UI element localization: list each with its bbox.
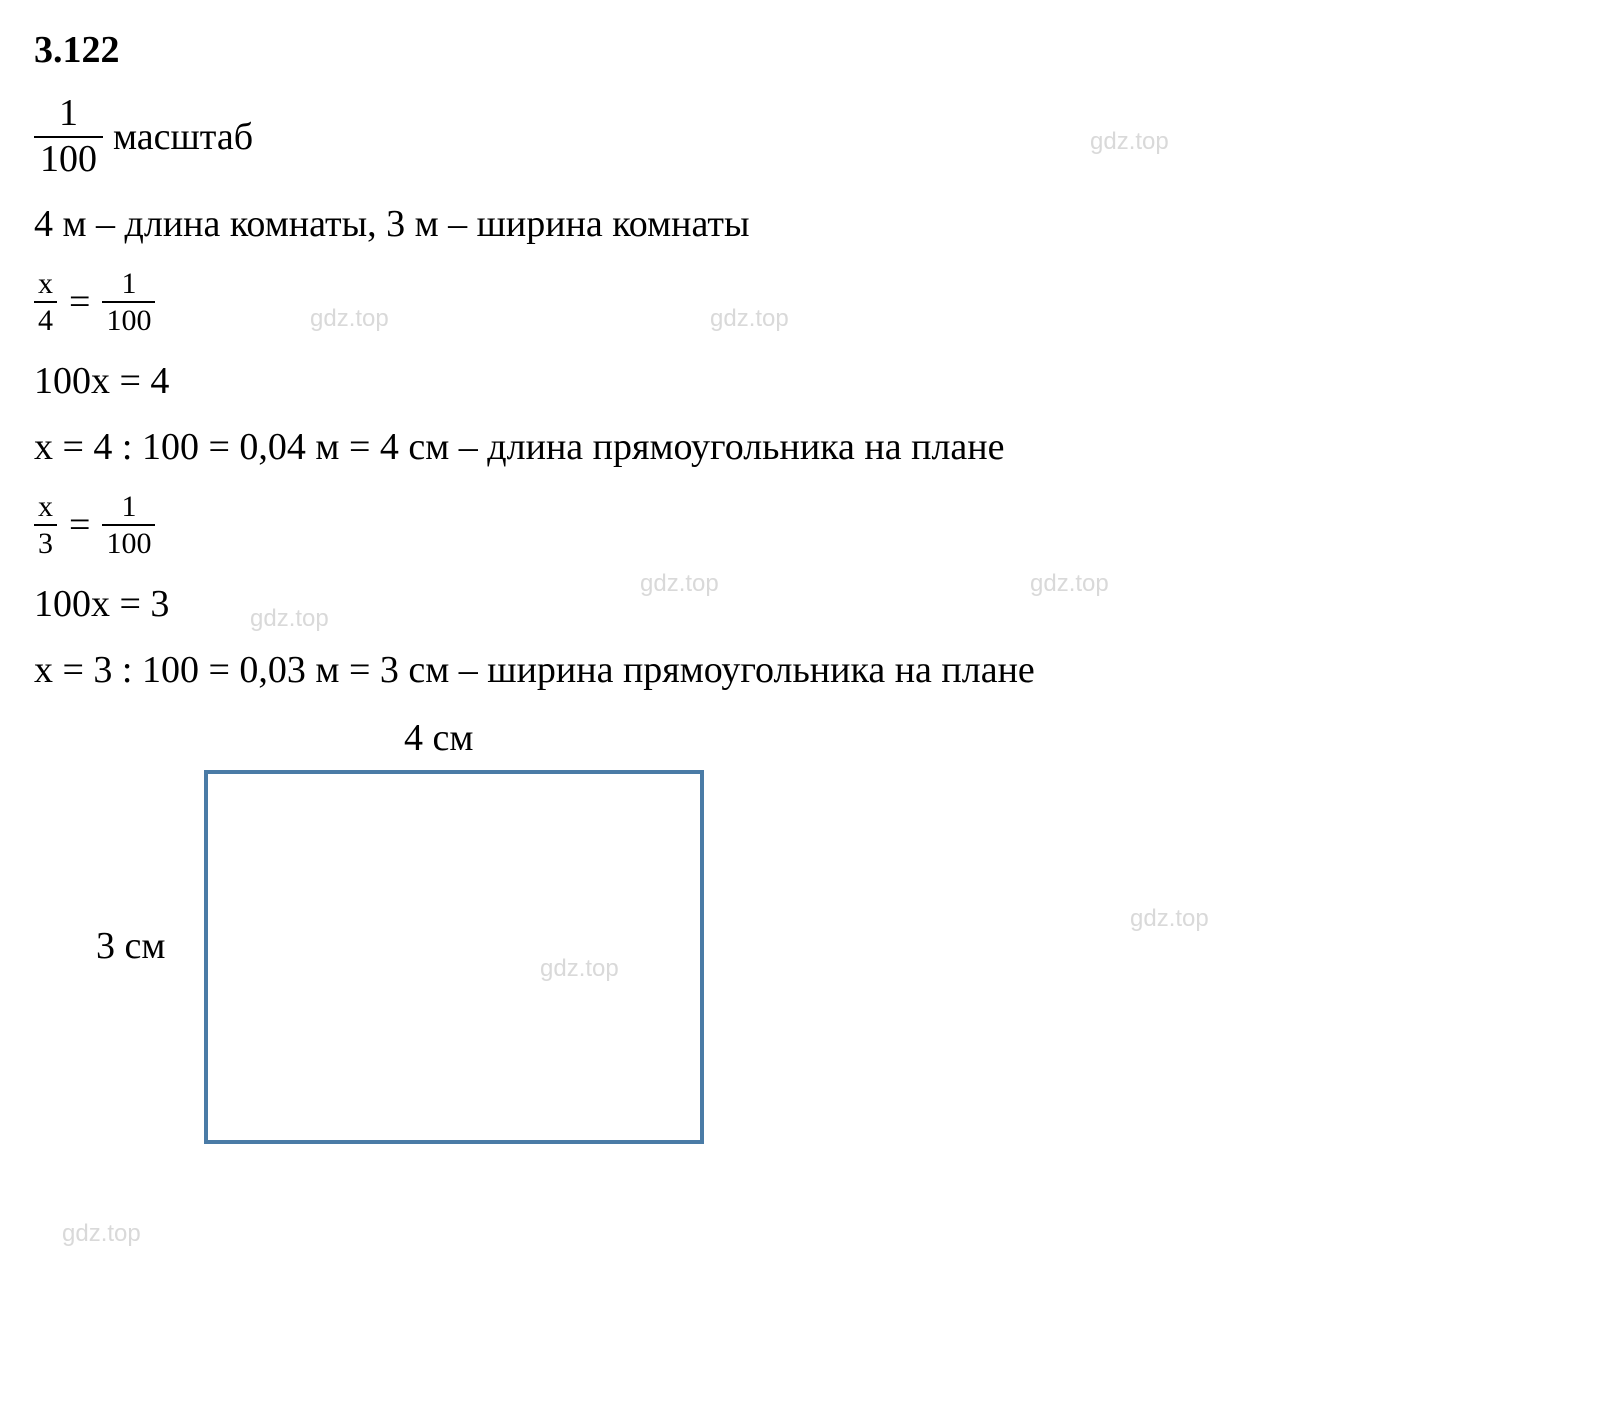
fraction-num: 1 — [117, 268, 140, 302]
fraction-1-100: 1 100 — [102, 268, 155, 337]
line-equation-2: x 3 = 1 100 — [34, 491, 1584, 560]
problem-number: 3.122 — [34, 28, 1584, 72]
result-text: x = 4 : 100 = 0,04 м = 4 см – длина прям… — [34, 425, 1004, 469]
line-100x-3: 100x = 3 — [34, 582, 1584, 626]
equation-text: 100x = 3 — [34, 582, 169, 626]
line-100x-4: 100x = 4 — [34, 359, 1584, 403]
fraction-1-100-b: 1 100 — [102, 491, 155, 560]
watermark: gdz.top — [1130, 905, 1209, 933]
fraction-den: 4 — [34, 301, 57, 337]
fraction-num: x — [34, 491, 57, 525]
rectangle — [204, 770, 704, 1144]
dimensions-text: 4 м – длина комнаты, 3 м – ширина комнат… — [34, 202, 750, 246]
fraction-x3: x 3 — [34, 491, 57, 560]
fraction-num: 1 — [117, 491, 140, 525]
fraction-num: 1 — [53, 94, 84, 136]
equals-sign: = — [69, 280, 90, 324]
fraction-den: 100 — [102, 301, 155, 337]
fraction-den: 100 — [34, 136, 103, 180]
equation-text: 100x = 4 — [34, 359, 169, 403]
fraction-scale: 1 100 — [34, 94, 103, 180]
line-dimensions: 4 м – длина комнаты, 3 м – ширина комнат… — [34, 202, 1584, 246]
top-dimension-label: 4 см — [404, 716, 473, 760]
line-scale: 1 100 масштаб — [34, 94, 1584, 180]
fraction-num: x — [34, 268, 57, 302]
equals-sign: = — [69, 503, 90, 547]
line-equation-1: x 4 = 1 100 — [34, 268, 1584, 337]
watermark: gdz.top — [62, 1220, 141, 1248]
scale-text: масштаб — [113, 115, 253, 159]
left-dimension-label: 3 см — [96, 924, 165, 968]
fraction-x4: x 4 — [34, 268, 57, 337]
line-result-1: x = 4 : 100 = 0,04 м = 4 см – длина прям… — [34, 425, 1584, 469]
result-text: x = 3 : 100 = 0,03 м = 3 см – ширина пря… — [34, 648, 1035, 692]
fraction-den: 3 — [34, 524, 57, 560]
diagram: 4 см 3 см — [34, 714, 734, 1164]
fraction-den: 100 — [102, 524, 155, 560]
line-result-2: x = 3 : 100 = 0,03 м = 3 см – ширина пря… — [34, 648, 1584, 692]
